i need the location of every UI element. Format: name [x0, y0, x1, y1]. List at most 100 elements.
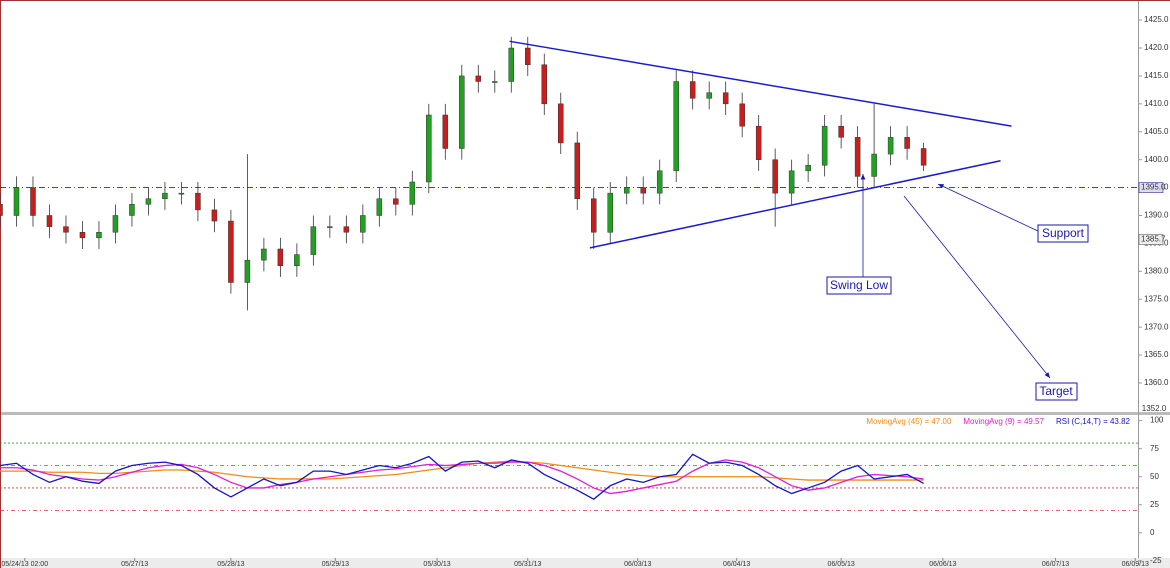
- y-tick-label: 1415.0: [1144, 71, 1169, 80]
- y-tick-label: 1360.0: [1144, 378, 1169, 387]
- candle-body: [360, 215, 366, 233]
- candle-body: [904, 137, 910, 149]
- y-tick-label: 100: [1150, 416, 1164, 425]
- candle-body: [195, 192, 201, 211]
- y-tick-label: 1370.0: [1144, 322, 1169, 331]
- candle-body: [327, 226, 333, 228]
- candle-body: [30, 187, 36, 216]
- candle-body: [871, 153, 877, 177]
- candle-body: [640, 187, 646, 194]
- candle-body: [854, 137, 861, 177]
- candle-body: [46, 215, 53, 227]
- candle-body: [508, 47, 515, 82]
- x-tick-label: 05/30/13: [423, 561, 450, 568]
- candle-body: [162, 192, 168, 199]
- y-tick-label: 1405.0: [1144, 127, 1169, 136]
- annotation-box: [826, 276, 892, 295]
- candle-body: [426, 114, 432, 183]
- candle-body: [821, 125, 828, 166]
- candle-body: [673, 81, 679, 172]
- candle-body: [261, 248, 267, 261]
- candle-body: [755, 125, 762, 160]
- candle-body: [277, 248, 284, 266]
- trendline: [509, 40, 1012, 127]
- candle-body: [558, 103, 564, 144]
- candle-body: [13, 187, 20, 216]
- candle-body: [79, 231, 86, 239]
- y-tick-label: 0: [1150, 528, 1155, 537]
- y-tick-label: 1410.0: [1144, 99, 1169, 108]
- price-box: [1138, 182, 1164, 193]
- candle-body: [590, 198, 597, 233]
- candle-body: [689, 81, 696, 99]
- x-tick-label: 06/05/13: [828, 561, 855, 568]
- y-tick-label: 1420.0: [1144, 43, 1169, 52]
- annotation-box: [1035, 382, 1078, 401]
- arrow: [903, 195, 1051, 379]
- candle-body: [228, 220, 234, 283]
- time-axis-strip: [0, 558, 1170, 568]
- x-tick-label: 06/06/13: [929, 561, 956, 568]
- candle-body: [112, 215, 119, 233]
- candle-body: [459, 75, 465, 149]
- y-tick-label: 1390.0: [1144, 211, 1169, 220]
- candle-body: [376, 198, 383, 216]
- candle-body: [772, 159, 778, 194]
- candle-body: [492, 81, 498, 83]
- candle-body: [722, 92, 729, 105]
- arrow: [937, 183, 1041, 233]
- annotation: Support: [1042, 226, 1085, 240]
- candle-body: [178, 192, 185, 195]
- scale-bottom-label: 1352.0: [1142, 404, 1167, 413]
- legend-entry: RSI (C,14,T) = 43.82: [1056, 417, 1131, 426]
- candle-body: [475, 75, 482, 82]
- last-price-box: [1138, 234, 1164, 245]
- x-tick-label: 05/29/13: [322, 561, 349, 568]
- x-tick-label: 06/04/13: [723, 561, 750, 568]
- candle-body: [706, 92, 712, 99]
- candle-body: [63, 226, 69, 233]
- last-price-label: 1385.7: [1141, 235, 1166, 244]
- x-tick-label: 05/31/13: [514, 561, 541, 568]
- candle-body: [409, 181, 416, 205]
- candle-body: [920, 148, 927, 166]
- indicator-line: [0, 453, 924, 500]
- x-tick-label: 05/28/13: [217, 561, 244, 568]
- candle-body: [129, 204, 135, 216]
- y-tick-label: 1425.0: [1144, 15, 1169, 24]
- candle-body: [211, 209, 218, 222]
- candle-body: [0, 204, 3, 216]
- legend-entry: MovingAvg (45) = 47.00: [866, 417, 952, 426]
- y-tick-label: 1375.0: [1144, 294, 1169, 303]
- x-tick-label: 06/07/13: [1042, 561, 1069, 568]
- candle-body: [541, 64, 548, 105]
- y-tick-label: 75: [1150, 444, 1159, 453]
- indicator-line: [0, 460, 924, 481]
- candle-body: [887, 137, 894, 155]
- candle-body: [623, 187, 630, 194]
- candle-body: [838, 125, 844, 138]
- annotation: Target: [1039, 384, 1073, 398]
- candle-body: [343, 226, 350, 233]
- x-tick-label: 06/09/13: [1122, 561, 1149, 568]
- price-label: 1395.0: [1141, 183, 1166, 192]
- candle-body: [656, 170, 663, 194]
- candle-body: [145, 198, 152, 205]
- candle-body: [310, 226, 317, 255]
- y-tick-label: 1380.0: [1144, 266, 1169, 275]
- candle-body: [607, 192, 613, 233]
- candle-body: [805, 164, 811, 172]
- y-tick-label: 1400.0: [1144, 155, 1169, 164]
- x-tick-label: 05/24/13 02:00: [1, 561, 48, 568]
- annotation: Swing Low: [830, 278, 888, 292]
- x-tick-label: 05/27/13: [121, 561, 148, 568]
- candle-body: [96, 231, 102, 239]
- plot-area: 1360.01365.01370.01375.01380.01385.01390…: [0, 15, 1169, 568]
- candle-body: [574, 142, 580, 199]
- annotation-box: [1037, 224, 1089, 243]
- candle-body: [739, 103, 745, 127]
- candle-body: [788, 170, 795, 194]
- legend-entry: MovingAvg (9) = 49.57: [963, 417, 1044, 426]
- indicator-line: [0, 459, 924, 495]
